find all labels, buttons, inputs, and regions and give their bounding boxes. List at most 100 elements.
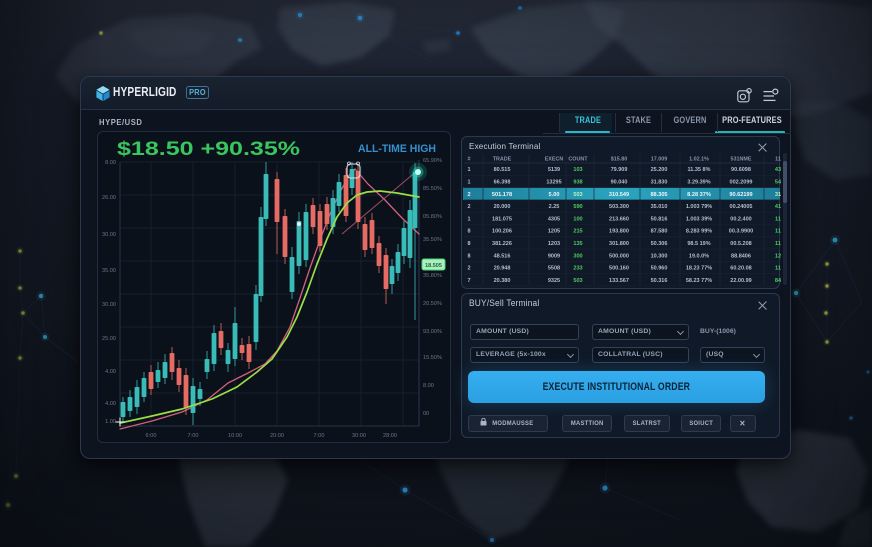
svg-text:00.5.208: 00.5.208 bbox=[730, 241, 751, 247]
svg-text:301.800: 301.800 bbox=[609, 241, 629, 247]
svg-text:13295: 13295 bbox=[546, 180, 561, 186]
svg-text:54: 54 bbox=[775, 180, 781, 186]
svg-text:11: 11 bbox=[775, 229, 781, 235]
svg-text:11: 11 bbox=[775, 266, 781, 272]
svg-text:938: 938 bbox=[573, 180, 582, 186]
svg-text:11: 11 bbox=[775, 216, 781, 222]
svg-text:1.003 39%: 1.003 39% bbox=[686, 216, 712, 222]
svg-text:20.000: 20.000 bbox=[494, 204, 511, 210]
svg-text:8: 8 bbox=[467, 253, 470, 259]
svg-text:58.23 77%: 58.23 77% bbox=[686, 278, 712, 284]
svg-text:7:00: 7:00 bbox=[314, 433, 325, 439]
svg-text:11.35 8%: 11.35 8% bbox=[688, 167, 711, 173]
svg-text:9009: 9009 bbox=[548, 253, 560, 259]
svg-text:48.516: 48.516 bbox=[494, 253, 511, 259]
svg-text:1.00: 1.00 bbox=[105, 419, 116, 425]
svg-text:15.50%: 15.50% bbox=[423, 355, 442, 361]
svg-text:193.800: 193.800 bbox=[609, 229, 629, 235]
svg-text:98.5 19%: 98.5 19% bbox=[687, 241, 710, 247]
svg-text:50.816: 50.816 bbox=[651, 216, 668, 222]
svg-text:TRADE: TRADE bbox=[493, 157, 512, 163]
svg-text:20.948: 20.948 bbox=[494, 266, 511, 272]
svg-text:$18.50 +90.35%: $18.50 +90.35% bbox=[117, 139, 300, 160]
svg-text:8.00: 8.00 bbox=[423, 383, 434, 389]
svg-text:65.90%: 65.90% bbox=[423, 158, 442, 164]
svg-text:20:00: 20:00 bbox=[270, 433, 284, 439]
svg-text:2: 2 bbox=[467, 192, 470, 198]
svg-text:1.003 79%: 1.003 79% bbox=[686, 204, 712, 210]
svg-text:88.305: 88.305 bbox=[650, 192, 667, 198]
svg-text:6:00: 6:00 bbox=[146, 433, 157, 439]
svg-text:35.50%: 35.50% bbox=[423, 237, 442, 243]
svg-text:8: 8 bbox=[467, 241, 470, 247]
svg-text:05.80%: 05.80% bbox=[423, 214, 442, 220]
svg-text:9325: 9325 bbox=[548, 278, 560, 284]
svg-text:7:00: 7:00 bbox=[188, 433, 199, 439]
svg-text:8.28 37%: 8.28 37% bbox=[687, 192, 711, 198]
svg-text:26.00: 26.00 bbox=[102, 195, 116, 201]
svg-text:#: # bbox=[468, 157, 471, 163]
svg-text:233: 233 bbox=[573, 266, 582, 272]
svg-text:1: 1 bbox=[467, 167, 470, 173]
svg-text:5139: 5139 bbox=[548, 167, 560, 173]
svg-text:90.6098: 90.6098 bbox=[731, 167, 751, 173]
svg-text:66.398: 66.398 bbox=[494, 180, 511, 186]
svg-text:1203: 1203 bbox=[548, 241, 560, 247]
svg-text:100: 100 bbox=[573, 216, 582, 222]
svg-text:8.00: 8.00 bbox=[105, 160, 116, 166]
svg-text:50.316: 50.316 bbox=[651, 278, 668, 284]
svg-text:4.00: 4.00 bbox=[105, 369, 116, 375]
svg-text:19.0.0%: 19.0.0% bbox=[689, 253, 709, 259]
svg-text:50.306: 50.306 bbox=[651, 241, 668, 247]
svg-text:2.25: 2.25 bbox=[549, 204, 560, 210]
svg-text:12: 12 bbox=[775, 253, 781, 259]
svg-text:93.00%: 93.00% bbox=[423, 329, 442, 335]
svg-text:18.505: 18.505 bbox=[425, 263, 442, 269]
svg-text:31: 31 bbox=[775, 192, 781, 198]
svg-text:503: 503 bbox=[573, 192, 582, 198]
svg-text:133.567: 133.567 bbox=[609, 278, 629, 284]
svg-text:590: 590 bbox=[573, 204, 582, 210]
svg-text:7: 7 bbox=[467, 278, 470, 284]
svg-text:00.2.400: 00.2.400 bbox=[730, 216, 751, 222]
svg-text:1205: 1205 bbox=[548, 229, 560, 235]
svg-text:80.515: 80.515 bbox=[494, 167, 511, 173]
svg-text:31.830: 31.830 bbox=[651, 180, 668, 186]
svg-text:85.50%: 85.50% bbox=[423, 186, 442, 192]
svg-text:EXECN: EXECN bbox=[545, 157, 564, 163]
svg-text:25.200: 25.200 bbox=[651, 167, 668, 173]
svg-text:35.00: 35.00 bbox=[102, 268, 116, 274]
svg-text:531NME: 531NME bbox=[731, 157, 752, 163]
svg-text:00.3.9900: 00.3.9900 bbox=[729, 229, 753, 235]
svg-text:COUNT: COUNT bbox=[568, 157, 588, 163]
svg-text:10:00: 10:00 bbox=[228, 433, 242, 439]
svg-text:$15.80: $15.80 bbox=[611, 157, 628, 163]
svg-text:100.206: 100.206 bbox=[492, 229, 512, 235]
svg-text:43: 43 bbox=[775, 167, 781, 173]
svg-text:11: 11 bbox=[775, 241, 781, 247]
svg-text:381.226: 381.226 bbox=[492, 241, 512, 247]
svg-text:8: 8 bbox=[467, 229, 470, 235]
svg-text:310.549: 310.549 bbox=[609, 192, 629, 198]
svg-text:503.300: 503.300 bbox=[609, 204, 629, 210]
svg-text:500.160: 500.160 bbox=[609, 266, 629, 272]
svg-text:30.00: 30.00 bbox=[102, 302, 116, 308]
svg-text:1: 1 bbox=[467, 180, 470, 186]
svg-text:20.380: 20.380 bbox=[494, 278, 511, 284]
svg-text:ALL-TIME HIGH: ALL-TIME HIGH bbox=[358, 143, 436, 155]
svg-text:30:00: 30:00 bbox=[352, 433, 366, 439]
svg-text:4305: 4305 bbox=[548, 216, 560, 222]
svg-text:00: 00 bbox=[423, 411, 429, 417]
svg-text:503: 503 bbox=[573, 278, 582, 284]
svg-text:5.00: 5.00 bbox=[549, 192, 560, 198]
svg-text:501.178: 501.178 bbox=[492, 192, 512, 198]
svg-text:90.62199: 90.62199 bbox=[729, 192, 752, 198]
svg-text:25.00: 25.00 bbox=[102, 336, 116, 342]
svg-text:18.23 77%: 18.23 77% bbox=[686, 266, 712, 272]
svg-text:215: 215 bbox=[573, 229, 582, 235]
svg-text:28:00: 28:00 bbox=[383, 433, 397, 439]
svg-text:135: 135 bbox=[573, 241, 582, 247]
svg-text:2: 2 bbox=[467, 204, 470, 210]
svg-text:181.075: 181.075 bbox=[492, 216, 512, 222]
svg-text:00.24005: 00.24005 bbox=[730, 204, 753, 210]
